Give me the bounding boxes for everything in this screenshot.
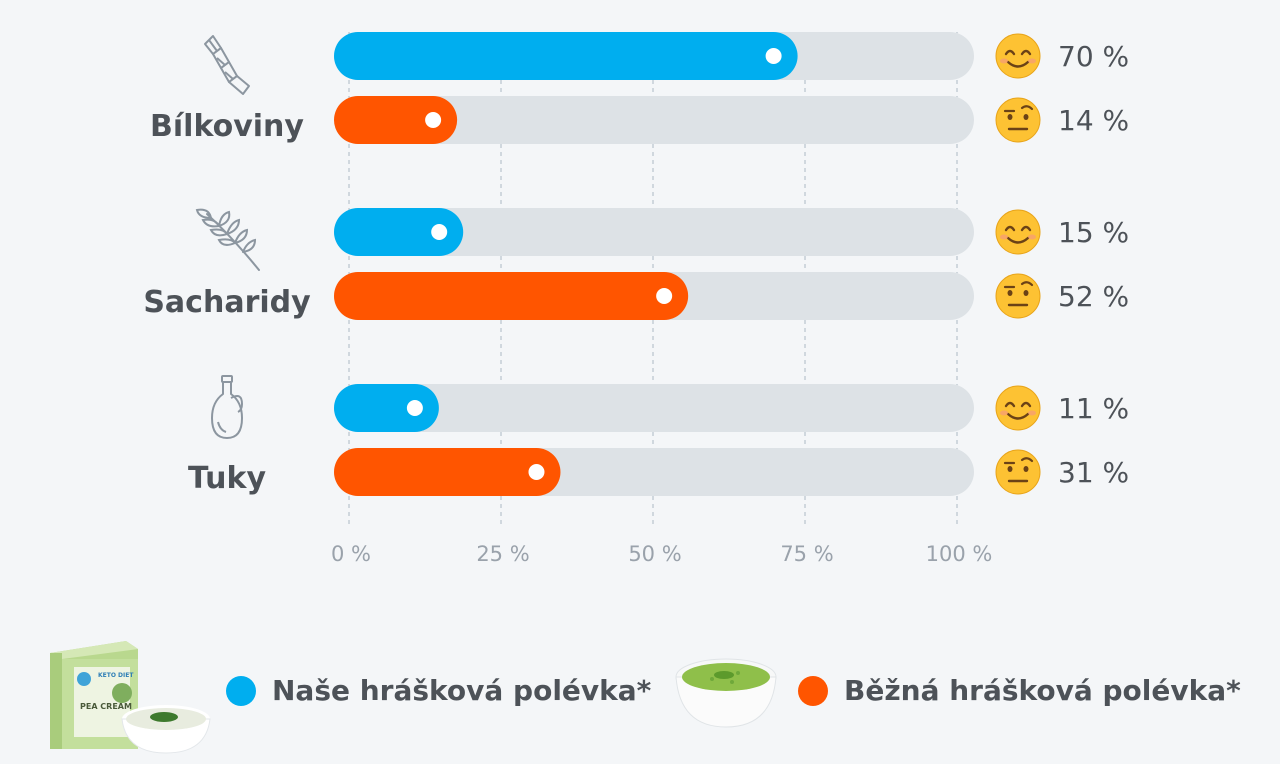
product-box-image: KETO DIET PEA CREAM bbox=[50, 641, 211, 754]
bar-marker bbox=[528, 464, 545, 480]
bar-marker bbox=[656, 288, 673, 304]
value-label: 52 % bbox=[1058, 280, 1129, 313]
bar-marker bbox=[431, 224, 448, 240]
bar-marker bbox=[406, 400, 423, 416]
category-label: Bílkoviny bbox=[150, 109, 304, 144]
bowl-image bbox=[121, 705, 211, 754]
legend-label-regular: Běžná hrášková polévka* bbox=[844, 674, 1241, 707]
nutrition-bar-chart: 0 % 25 % 50 % 75 % 100 % 70 % 14 % 15 % 52 % 11 … bbox=[143, 32, 1129, 566]
category-label: Sacharidy bbox=[143, 285, 311, 320]
legend: KETO DIET PEA CREAM Naše hrášková polévk… bbox=[0, 625, 1280, 764]
x-tick-labels: 0 % 25 % 50 % 75 % 100 % bbox=[331, 542, 992, 566]
bar bbox=[334, 272, 689, 320]
category-label: Tuky bbox=[188, 461, 266, 496]
value-label: 11 % bbox=[1058, 392, 1129, 425]
smiling-face-icon bbox=[995, 385, 1041, 431]
emoji-markers bbox=[995, 33, 1041, 495]
legend-dot-ours bbox=[226, 675, 256, 706]
bar-track bbox=[334, 384, 974, 432]
smiling-face-icon bbox=[995, 209, 1041, 255]
raised-eyebrow-face-icon bbox=[995, 97, 1041, 143]
value-labels: 70 % 14 % 15 % 52 % 11 % 31 % bbox=[1058, 40, 1129, 489]
category-labels: Bílkoviny Sacharidy Tuky bbox=[143, 109, 311, 496]
legend-dot-regular bbox=[798, 675, 828, 706]
bar-track bbox=[334, 96, 974, 144]
category-icons bbox=[195, 35, 260, 439]
value-label: 31 % bbox=[1058, 456, 1129, 489]
bar-track bbox=[334, 208, 974, 256]
bar bbox=[334, 32, 798, 80]
bars bbox=[334, 32, 798, 496]
pasta-icon bbox=[204, 35, 250, 95]
soup-bowl-image bbox=[675, 658, 777, 728]
value-label: 70 % bbox=[1058, 40, 1129, 73]
wheat-icon bbox=[195, 208, 260, 271]
smiling-face-icon bbox=[995, 33, 1041, 79]
x-tick-label: 25 % bbox=[476, 542, 529, 566]
bar bbox=[334, 448, 561, 496]
x-tick-label: 50 % bbox=[628, 542, 681, 566]
value-label: 14 % bbox=[1058, 104, 1129, 137]
legend-item-regular: Běžná hrášková polévka* bbox=[798, 674, 1241, 707]
raised-eyebrow-face-icon bbox=[995, 273, 1041, 319]
legend-item-ours: Naše hrášková polévka* bbox=[226, 674, 651, 707]
legend-label-ours: Naše hrášková polévka* bbox=[272, 674, 652, 707]
value-label: 15 % bbox=[1058, 216, 1129, 249]
x-tick-label: 100 % bbox=[926, 542, 993, 566]
bar bbox=[334, 384, 439, 432]
x-tick-label: 0 % bbox=[331, 542, 371, 566]
bar bbox=[334, 208, 464, 256]
bar-marker bbox=[425, 112, 442, 128]
product-box-name: PEA CREAM bbox=[80, 702, 132, 711]
product-box-brand: KETO DIET bbox=[98, 672, 134, 679]
raised-eyebrow-face-icon bbox=[995, 449, 1041, 495]
x-tick-label: 75 % bbox=[780, 542, 833, 566]
bar-marker bbox=[765, 48, 782, 64]
oil-bottle-icon bbox=[211, 375, 243, 439]
bar bbox=[334, 96, 458, 144]
